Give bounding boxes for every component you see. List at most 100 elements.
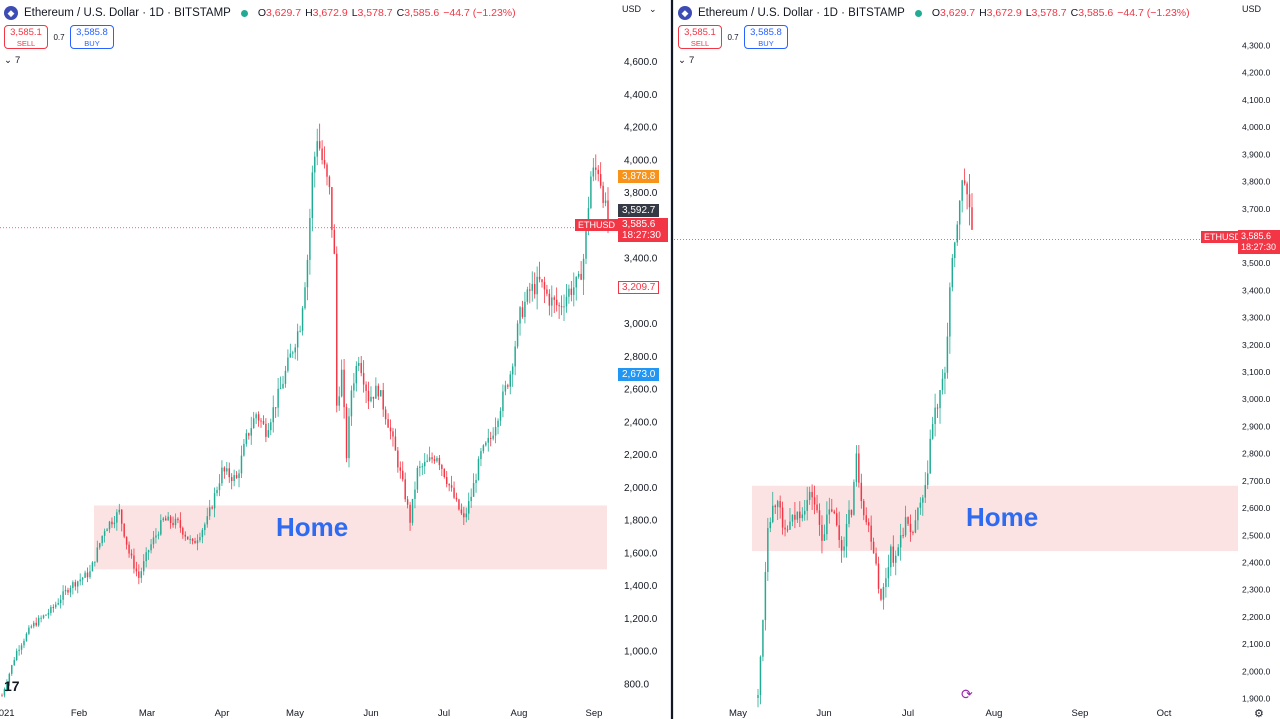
y-tick-label: 3,800.0 [624,188,658,199]
home-zone-label: Home [276,512,349,542]
currency-selector[interactable]: USD ⌄ [622,4,657,15]
ohlc-value: 3,672.9 [986,7,1022,19]
candle-body [135,568,138,572]
y-tick-label: 2,700.0 [1242,476,1271,486]
candle-body [934,407,936,425]
buy-button[interactable]: 3,585.8 BUY [744,25,788,49]
candle-body [917,507,919,521]
candle-body [909,523,912,533]
chevron-down-icon: ⌄ [4,55,12,66]
candle-body [551,297,553,306]
buy-price: 3,585.8 [750,27,782,38]
candle-body [306,259,309,288]
candle-body [250,428,252,436]
candle-body [274,407,277,409]
candle-body [904,517,907,536]
candle-body [30,626,33,628]
candle-body [150,544,152,551]
candle-body [235,475,238,478]
candle-body [184,534,186,537]
symbol-title[interactable]: Ethereum / U.S. Dollar · 1D · BITSTAMP [698,7,905,19]
candle-body [226,468,228,472]
candle-body [541,279,543,283]
candle-body [521,307,524,317]
indicators-toggle[interactable]: ⌄ 7 [678,55,694,66]
candle-body [340,369,343,397]
candle-body [23,640,25,646]
indicators-toggle[interactable]: ⌄ 7 [4,55,20,66]
candle-body [377,385,380,397]
y-tick-label: 1,600.0 [624,548,658,559]
last-price-tag: 3,585.6 18:27:30 [1238,230,1280,254]
candle-body [858,453,860,483]
candle-body [428,457,431,461]
candle-body [155,535,157,538]
sell-button[interactable]: 3,585.1 SELL [4,25,48,49]
right-chart-canvas[interactable]: 4,300.0 4,200.0 4,100.0 4,000.0 3,900.0 3,800… [674,0,1280,719]
candle-body [831,509,833,512]
candle-body [968,194,971,208]
candle-body [301,308,304,331]
x-tick-label: Jul [902,708,914,719]
candle-body [472,483,475,497]
candle-body [125,536,128,545]
candle-body [524,301,526,317]
candle-body [199,537,201,541]
candle-body [912,532,914,534]
y-tick-label: 2,200.0 [624,450,658,461]
candle-body [806,499,808,511]
x-tick-label: Sep [1072,708,1089,719]
candle-body [902,535,904,537]
home-zone-label: Home [966,502,1039,532]
ohlc-value: −44.7 (−1.23%) [443,7,516,19]
pane-divider[interactable] [670,0,674,719]
candle-body [194,541,196,544]
buy-button[interactable]: 3,585.8 BUY [70,25,114,49]
low-outline-tag: 3,209.7 [618,281,660,294]
candle-body [494,426,497,436]
candle-body [907,517,909,524]
buy-price: 3,585.8 [76,27,108,38]
candle-body [311,172,314,219]
candle-body [189,538,191,540]
left-chart-canvas[interactable]: 4,600.0 4,400.0 4,200.0 4,000.0 3,800.0 3,400… [0,0,670,719]
candle-body [536,276,538,295]
candle-body [360,362,362,374]
candle-body [103,531,106,536]
candle-body [223,467,226,472]
candle-body [555,299,558,306]
candle-body [243,443,245,456]
sell-button[interactable]: 3,585.1 SELL [678,25,722,49]
candle-body [487,437,489,443]
candle-body [196,540,199,544]
candle-body [548,293,551,306]
candle-body [531,284,533,291]
candle-body [277,388,279,408]
candle-body [414,489,416,499]
right-trade-buttons: 3,585.1 SELL 0.7 3,585.8 BUY [678,25,788,49]
symbol-title[interactable]: Ethereum / U.S. Dollar · 1D · BITSTAMP [24,7,231,19]
candle-body [941,378,944,391]
candle-body [892,546,895,563]
candle-body [11,665,13,674]
left-chart-pane[interactable]: 4,600.0 4,400.0 4,200.0 4,000.0 3,800.0 3,400… [0,0,670,719]
replay-icon[interactable]: ⟳ [961,686,973,702]
right-chart-pane[interactable]: 4,300.0 4,200.0 4,100.0 4,000.0 3,900.0 3,800… [674,0,1280,719]
candle-body [402,470,404,480]
gear-icon[interactable]: ⚙ [1254,708,1264,719]
ohlc-item: C3,585.6 [1071,7,1114,19]
candle-body [69,588,72,593]
candle-body [565,296,568,307]
candle-body [966,183,968,195]
ohlc-key: C [1070,7,1079,19]
chevron-down-icon: ⌄ [678,55,686,66]
candle-body [299,330,301,332]
candle-body [514,346,516,367]
candle-body [458,499,460,510]
currency-selector[interactable]: USD [1242,4,1261,14]
candle-body [323,159,326,165]
candle-body [843,546,845,551]
tradingview-logo[interactable]: 17 [4,678,20,694]
candle-body [8,673,11,683]
last-price: 3,585.6 [622,219,656,230]
